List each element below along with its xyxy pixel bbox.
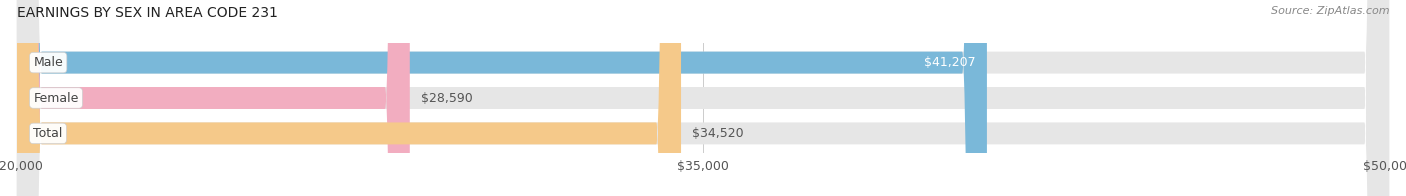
FancyBboxPatch shape xyxy=(17,0,409,196)
FancyBboxPatch shape xyxy=(17,0,1389,196)
Text: Source: ZipAtlas.com: Source: ZipAtlas.com xyxy=(1271,6,1389,16)
FancyBboxPatch shape xyxy=(17,0,1389,196)
Text: $28,590: $28,590 xyxy=(420,92,472,104)
Text: Male: Male xyxy=(34,56,63,69)
Text: EARNINGS BY SEX IN AREA CODE 231: EARNINGS BY SEX IN AREA CODE 231 xyxy=(17,6,278,20)
Text: Total: Total xyxy=(34,127,63,140)
FancyBboxPatch shape xyxy=(17,0,987,196)
Text: $41,207: $41,207 xyxy=(924,56,976,69)
Text: $34,520: $34,520 xyxy=(692,127,744,140)
FancyBboxPatch shape xyxy=(17,0,681,196)
Text: Female: Female xyxy=(34,92,79,104)
FancyBboxPatch shape xyxy=(17,0,1389,196)
